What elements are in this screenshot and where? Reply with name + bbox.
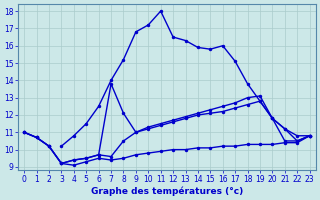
X-axis label: Graphe des températures (°c): Graphe des températures (°c) bbox=[91, 186, 243, 196]
